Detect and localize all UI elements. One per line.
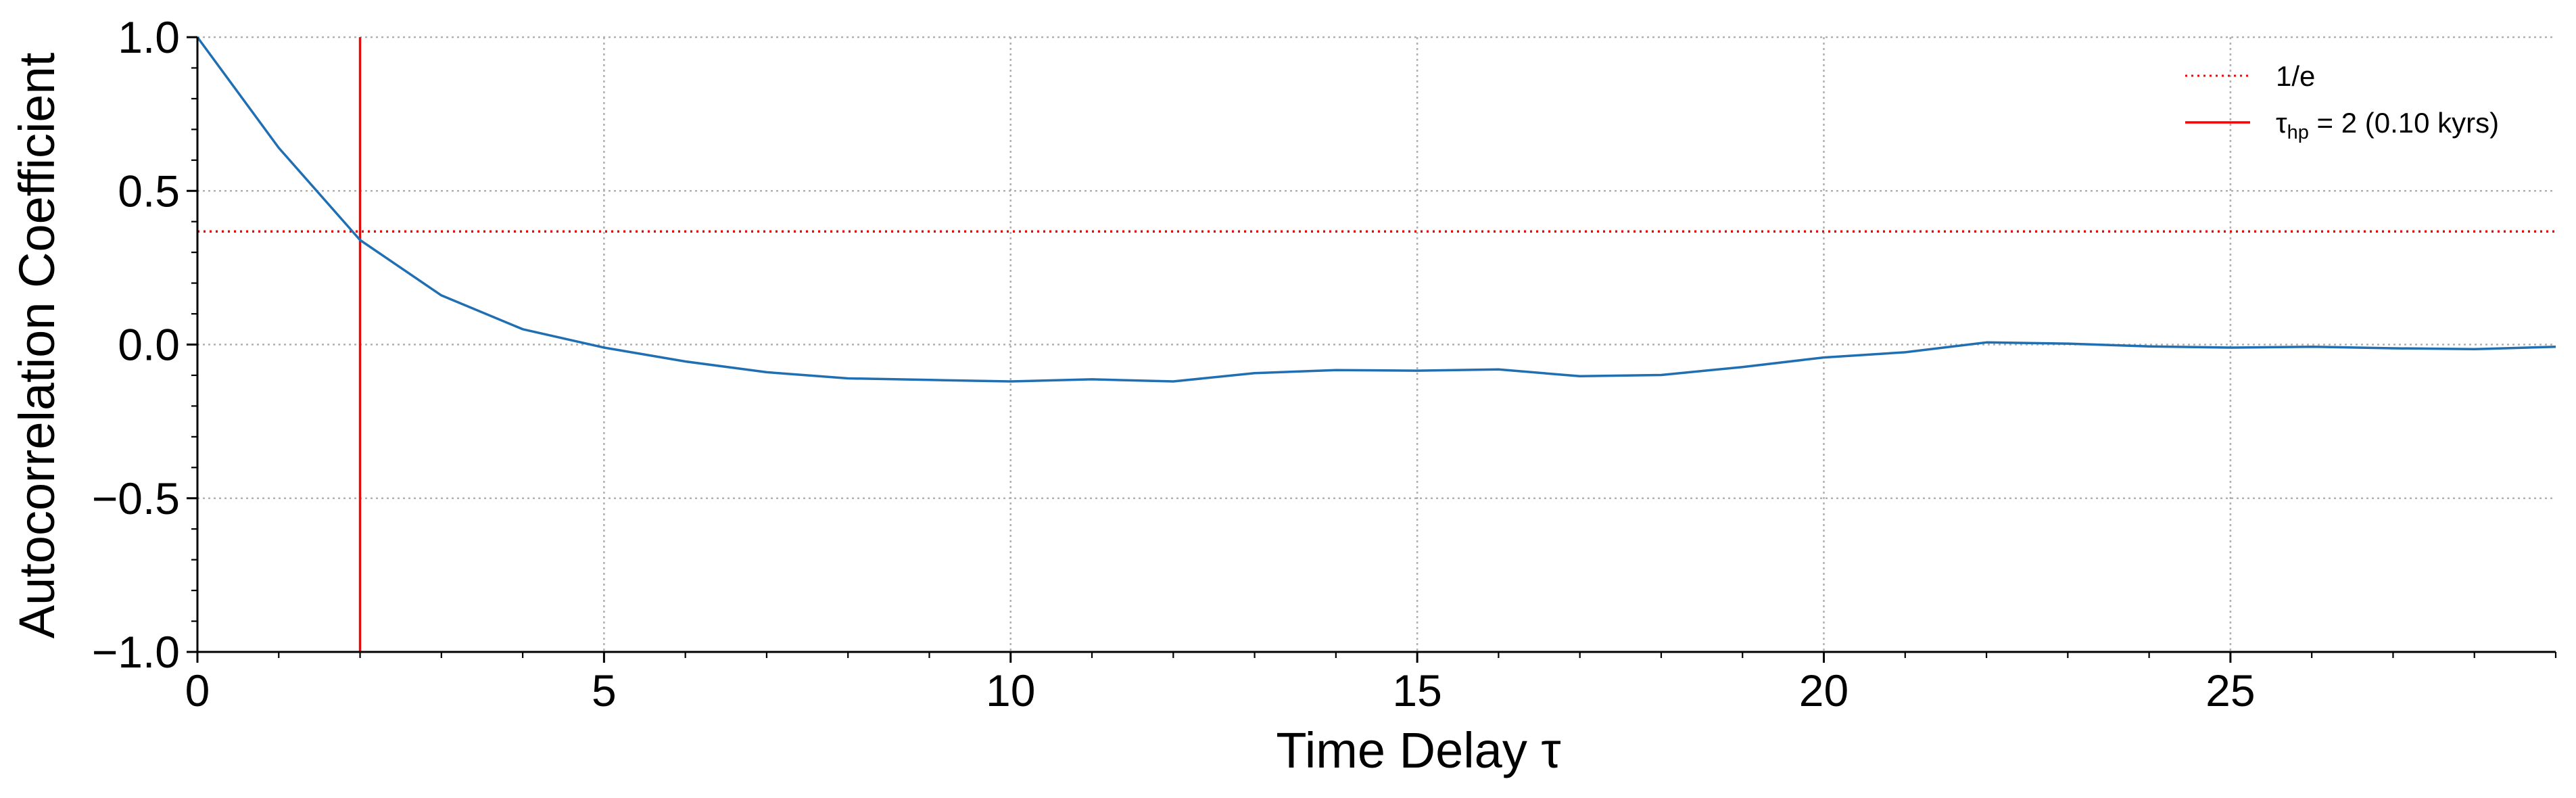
legend-label-tau-rest: = 2 (0.10 kyrs) bbox=[2309, 107, 2499, 139]
y-tick-label: 0.5 bbox=[118, 166, 180, 216]
legend-label-tau-subscript: hp bbox=[2287, 122, 2309, 143]
y-axis-label: Autocorrelation Coefficient bbox=[9, 52, 65, 638]
y-tick-label: 1.0 bbox=[118, 12, 180, 62]
grid-lines bbox=[196, 36, 2556, 653]
tick-labels: 0 5 10 15 20 25 1.0 0.5 0.0 −0.5 −1.0 bbox=[92, 12, 2256, 715]
legend: 1/e τhp = 2 (0.10 kyrs) bbox=[2185, 60, 2499, 143]
legend-label-1e: 1/e bbox=[2276, 60, 2315, 92]
reference-lines bbox=[197, 37, 2556, 652]
data-series bbox=[196, 36, 2556, 383]
tick-marks bbox=[187, 36, 2557, 663]
x-tick-label: 15 bbox=[1392, 665, 1441, 715]
x-axis-label: Time Delay τ bbox=[1276, 722, 1560, 778]
y-tick-label: −0.5 bbox=[92, 473, 180, 523]
legend-label-tau-symbol: τ bbox=[2276, 107, 2287, 139]
x-tick-label: 25 bbox=[2205, 665, 2255, 715]
x-tick-label: 5 bbox=[592, 665, 617, 715]
x-tick-label: 0 bbox=[185, 665, 210, 715]
legend-label-tau: τhp = 2 (0.10 kyrs) bbox=[2276, 107, 2499, 143]
autocorrelation-line bbox=[196, 36, 2556, 383]
y-tick-label: −1.0 bbox=[92, 627, 180, 677]
x-tick-label: 10 bbox=[986, 665, 1035, 715]
x-tick-label: 20 bbox=[1799, 665, 1848, 715]
y-tick-label: 0.0 bbox=[118, 320, 180, 370]
